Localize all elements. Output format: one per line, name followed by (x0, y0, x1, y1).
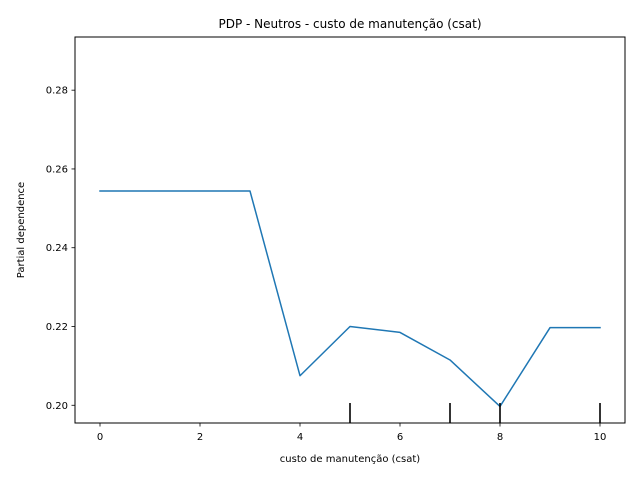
y-tick-label-0: 0.20 (46, 401, 68, 412)
chart-title: PDP - Neutros - custo de manutenção (csa… (218, 17, 481, 31)
y-axis-ticks: 0.20 0.22 0.24 0.26 0.28 (46, 86, 75, 412)
x-tick-label-4: 8 (497, 432, 503, 443)
x-tick-label-0: 0 (97, 432, 103, 443)
x-axis-label: custo de manutenção (csat) (280, 454, 420, 465)
series-line-0 (99, 190, 601, 408)
y-tick-label-2: 0.24 (46, 243, 68, 254)
plot-area (99, 190, 601, 423)
x-tick-label-1: 2 (197, 432, 203, 443)
x-tick-label-3: 6 (397, 432, 403, 443)
y-tick-label-3: 0.26 (46, 164, 68, 175)
y-tick-label-4: 0.28 (46, 86, 68, 97)
axes-frame (74, 36, 626, 424)
x-tick-label-2: 4 (297, 432, 303, 443)
x-tick-label-5: 10 (594, 432, 607, 443)
y-axis-label: Partial dependence (16, 182, 27, 278)
y-tick-label-1: 0.22 (46, 322, 68, 333)
x-axis-ticks: 0 2 4 6 8 10 (97, 423, 607, 443)
